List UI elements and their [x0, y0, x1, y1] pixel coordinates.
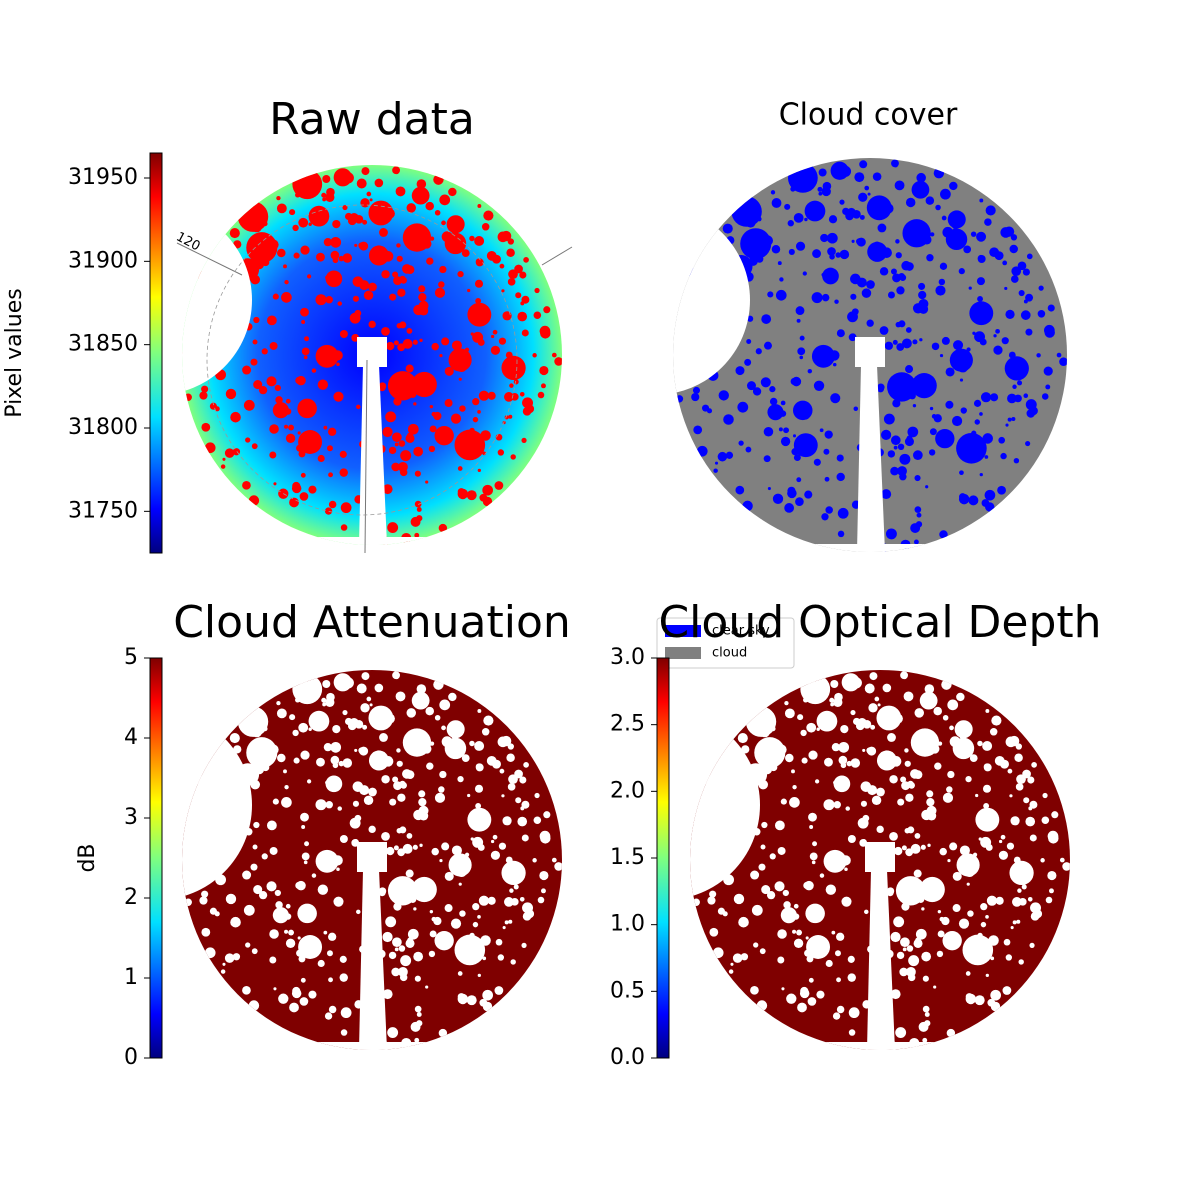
panel-title: Cloud cover [779, 98, 958, 133]
colorbar [656, 657, 670, 1059]
legend: clear sky cloud [656, 617, 795, 669]
colorbar-tick-label: 0.5 [610, 978, 645, 1003]
colorbar-tick-label: 1.0 [610, 912, 645, 937]
colorbar-tick-label: 5 [124, 645, 138, 670]
azimuth-line [541, 246, 573, 266]
colorbar-tick-label: 0.0 [610, 1045, 645, 1070]
legend-label: cloud [712, 646, 747, 661]
azimuth-line [364, 359, 368, 554]
legend-swatch [665, 625, 701, 637]
colorbar-tick-label: 3.0 [610, 645, 645, 670]
panel-title: Raw data [269, 94, 475, 145]
panel-title: Cloud Optical Depth [658, 597, 1101, 648]
annotation: 120 [174, 230, 203, 255]
colorbar-label: dB [75, 843, 100, 872]
colorbar-tick-label: 2.5 [610, 712, 645, 737]
colorbar [149, 657, 163, 1059]
panel-title: Cloud Attenuation [173, 597, 571, 648]
range-ring [206, 204, 518, 516]
colorbar-tick-label: 31850 [68, 332, 138, 357]
colorbar-tick-label: 31900 [68, 248, 138, 273]
legend-label: clear sky [712, 624, 770, 639]
colorbar-tick-label: 2.0 [610, 778, 645, 803]
sky-image [690, 670, 1070, 1050]
colorbar-tick-label: 2 [124, 885, 138, 910]
colorbar-tick-label: 0 [124, 1045, 138, 1070]
colorbar [149, 152, 163, 554]
legend-swatch [665, 647, 701, 659]
colorbar-tick-label: 31750 [68, 498, 138, 523]
colorbar-tick-label: 31800 [68, 415, 138, 440]
colorbar-label: Pixel values [2, 288, 27, 417]
colorbar-tick-label: 1 [124, 965, 138, 990]
azimuth-line [176, 242, 243, 276]
colorbar-tick-label: 4 [124, 725, 138, 750]
sky-image [673, 158, 1067, 552]
colorbar-tick-label: 3 [124, 805, 138, 830]
colorbar-tick-label: 1.5 [610, 845, 645, 870]
colorbar-tick-label: 31950 [68, 165, 138, 190]
